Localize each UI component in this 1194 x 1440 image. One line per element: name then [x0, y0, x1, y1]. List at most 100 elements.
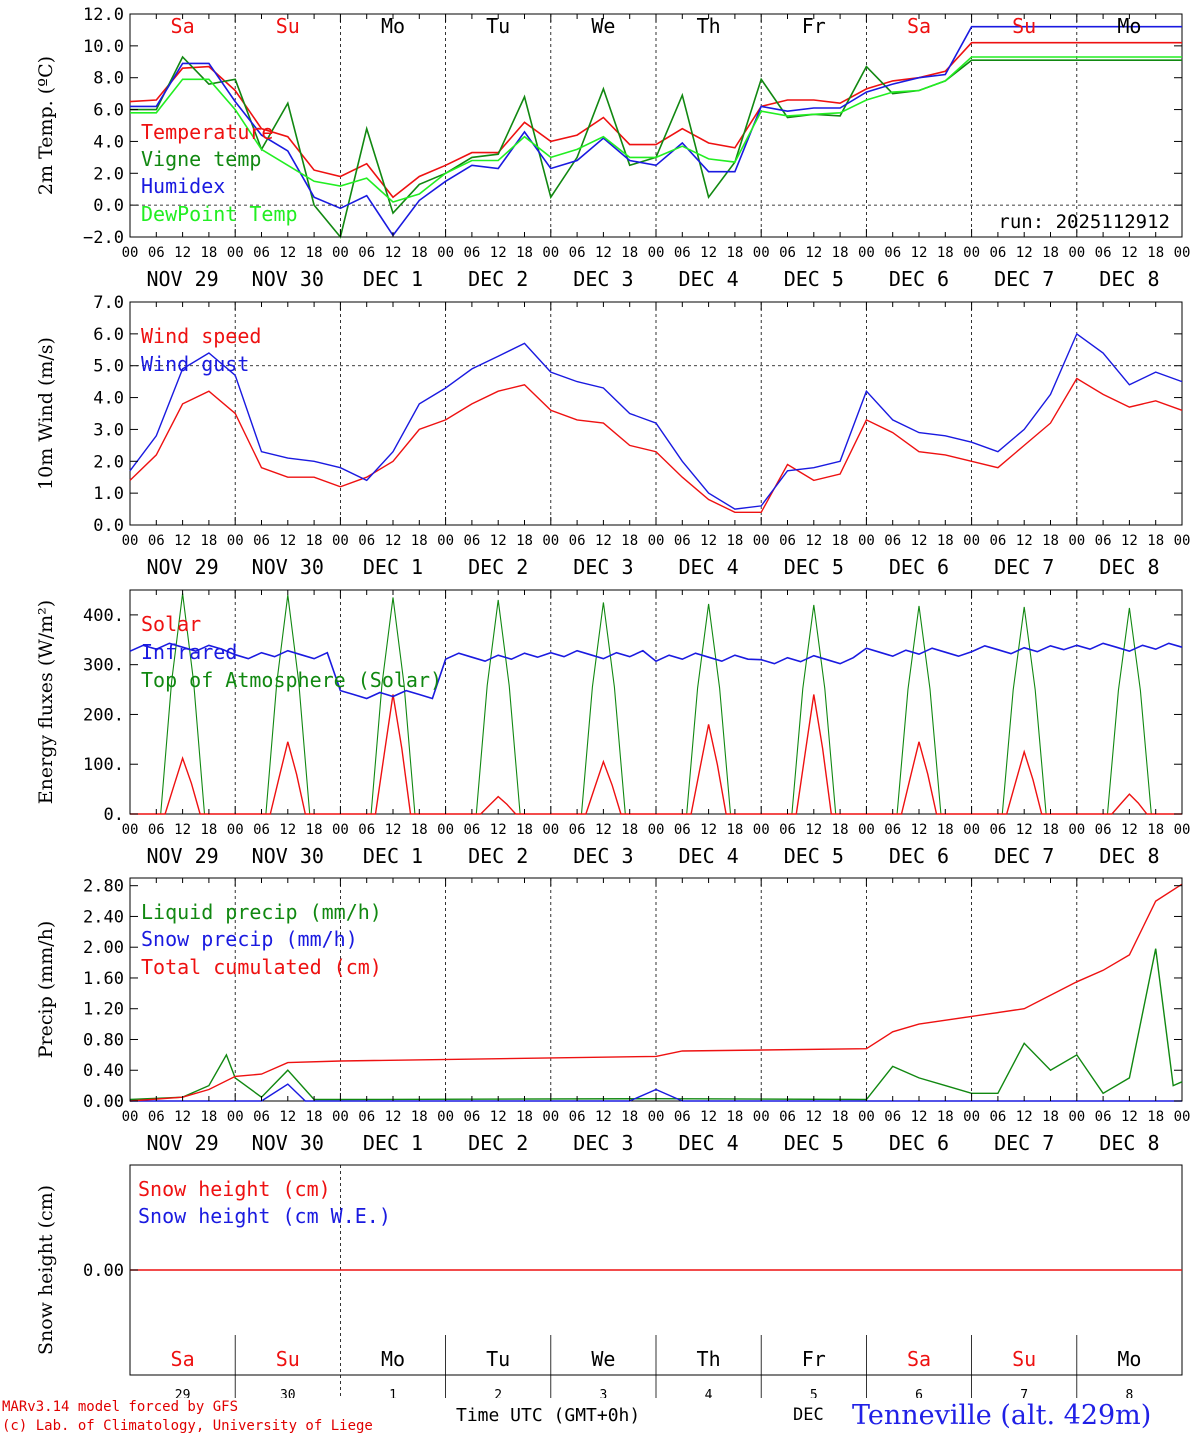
series-line — [130, 56, 1182, 203]
hour-tick-label: 00 — [753, 533, 770, 549]
day-date-label: DEC 5 — [784, 844, 844, 868]
hour-tick-label: 18 — [411, 245, 428, 261]
day-name-label: We — [591, 14, 615, 38]
day-date-label: NOV 29 — [146, 555, 218, 579]
hour-tick-label: 06 — [779, 1109, 796, 1125]
hour-tick-label: 18 — [726, 245, 743, 261]
day-date-label: DEC 2 — [468, 844, 528, 868]
hour-tick-label: 00 — [1068, 533, 1085, 549]
hour-tick-label: 12 — [1016, 822, 1033, 838]
hour-tick-label: 12 — [174, 245, 191, 261]
hour-tick-label: 00 — [332, 245, 349, 261]
series-line — [129, 332, 1183, 510]
hour-tick-label: 06 — [463, 533, 480, 549]
day-name-label: Su — [1012, 1347, 1036, 1371]
hour-tick-label: 06 — [569, 822, 586, 838]
hour-tick-label: 06 — [148, 533, 165, 549]
hour-tick-label: 12 — [595, 533, 612, 549]
day-date-label: NOV 29 — [146, 844, 218, 868]
hour-tick-label: 18 — [1147, 533, 1164, 549]
hour-tick-label: 00 — [753, 1109, 770, 1125]
day-date-label: NOV 30 — [252, 267, 324, 291]
hour-tick-label: 00 — [437, 1109, 454, 1125]
hour-tick-label: 06 — [674, 1109, 691, 1125]
hour-tick-label: 12 — [700, 1109, 717, 1125]
footer-credits: MARv3.14 model forced by GFS (c) Lab. of… — [2, 1398, 373, 1436]
hour-tick-label: 06 — [1095, 245, 1112, 261]
day-date-label: DEC 3 — [573, 267, 633, 291]
hour-tick-label: 00 — [227, 822, 244, 838]
legend-temperature: Temperature — [141, 120, 273, 144]
legend-snow-height-cm-w-e-: Snow height (cm W.E.) — [138, 1204, 391, 1228]
y-tick-label: 6.0 — [93, 325, 124, 345]
y-axis-label: 10m Wind (m/s) — [35, 337, 57, 490]
hour-tick-label: 18 — [937, 245, 954, 261]
hour-tick-label: 00 — [858, 822, 875, 838]
y-tick-label: 400. — [83, 606, 124, 626]
day-date-label: DEC 3 — [573, 1131, 633, 1155]
hour-tick-label: 00 — [542, 822, 559, 838]
hour-tick-label: 00 — [437, 533, 454, 549]
hour-tick-label: 12 — [490, 822, 507, 838]
hour-tick-label: 12 — [911, 1109, 928, 1125]
legend-liquid-precip-mm-h-: Liquid precip (mm/h) — [141, 900, 382, 924]
day-number-label: 29 — [175, 1388, 191, 1398]
hour-tick-label: 18 — [306, 245, 323, 261]
y-tick-label: 3.0 — [93, 420, 124, 440]
hour-tick-label: 12 — [279, 1109, 296, 1125]
hour-tick-label: 18 — [832, 1109, 849, 1125]
day-date-label: DEC 4 — [678, 1131, 738, 1155]
hour-tick-label: 00 — [858, 533, 875, 549]
y-tick-label: −2.0 — [83, 228, 124, 248]
model-credit: MARv3.14 model forced by GFS — [2, 1399, 239, 1415]
day-name-label: Th — [697, 1347, 721, 1371]
hour-tick-label: 00 — [1174, 1109, 1191, 1125]
day-name-label: Mo — [381, 1347, 405, 1371]
day-date-label: NOV 29 — [146, 267, 218, 291]
y-tick-label: 2.0 — [93, 452, 124, 472]
hour-tick-label: 00 — [648, 533, 665, 549]
hour-tick-label: 00 — [1068, 1109, 1085, 1125]
hour-tick-label: 12 — [1121, 245, 1138, 261]
hour-tick-label: 18 — [1042, 1109, 1059, 1125]
hour-tick-label: 06 — [358, 822, 375, 838]
hour-tick-label: 00 — [963, 245, 980, 261]
hour-tick-label: 06 — [358, 533, 375, 549]
day-date-label: DEC 3 — [573, 844, 633, 868]
hour-tick-label: 12 — [805, 822, 822, 838]
day-name-label: Sa — [907, 1347, 931, 1371]
day-date-label: DEC 5 — [784, 1131, 844, 1155]
hour-tick-label: 12 — [385, 822, 402, 838]
hour-tick-label: 12 — [174, 1109, 191, 1125]
station-title: Tenneville (alt. 429m) — [852, 1400, 1152, 1431]
hour-tick-label: 18 — [937, 533, 954, 549]
hour-tick-label: 00 — [1068, 245, 1085, 261]
hour-tick-label: 06 — [989, 533, 1006, 549]
hour-tick-label: 12 — [805, 1109, 822, 1125]
day-date-label: DEC 2 — [468, 267, 528, 291]
day-date-label: DEC 8 — [1099, 844, 1159, 868]
hour-tick-label: 18 — [1042, 245, 1059, 261]
hour-tick-label: 18 — [937, 1109, 954, 1125]
day-date-label: NOV 30 — [252, 844, 324, 868]
y-tick-label: 12.0 — [83, 5, 124, 25]
legend-infrared: Infrared — [141, 640, 237, 664]
day-date-label: DEC 8 — [1099, 267, 1159, 291]
hour-tick-label: 12 — [490, 533, 507, 549]
day-number-label: 3 — [599, 1388, 607, 1398]
hour-tick-label: 06 — [358, 245, 375, 261]
hour-tick-label: 00 — [858, 1109, 875, 1125]
hour-tick-label: 00 — [648, 245, 665, 261]
day-date-label: DEC 8 — [1099, 555, 1159, 579]
day-date-label: NOV 29 — [146, 1131, 218, 1155]
hour-tick-label: 12 — [1121, 1109, 1138, 1125]
hour-tick-label: 00 — [1174, 822, 1191, 838]
hour-tick-label: 00 — [648, 1109, 665, 1125]
y-tick-label: 4.0 — [93, 132, 124, 152]
legend-top-of-atmosphere-solar-: Top of Atmosphere (Solar) — [141, 668, 442, 692]
hour-tick-label: 00 — [332, 1109, 349, 1125]
day-date-label: DEC 7 — [994, 555, 1054, 579]
day-date-label: NOV 30 — [252, 1131, 324, 1155]
hour-tick-label: 18 — [621, 822, 638, 838]
hour-tick-label: 18 — [306, 533, 323, 549]
